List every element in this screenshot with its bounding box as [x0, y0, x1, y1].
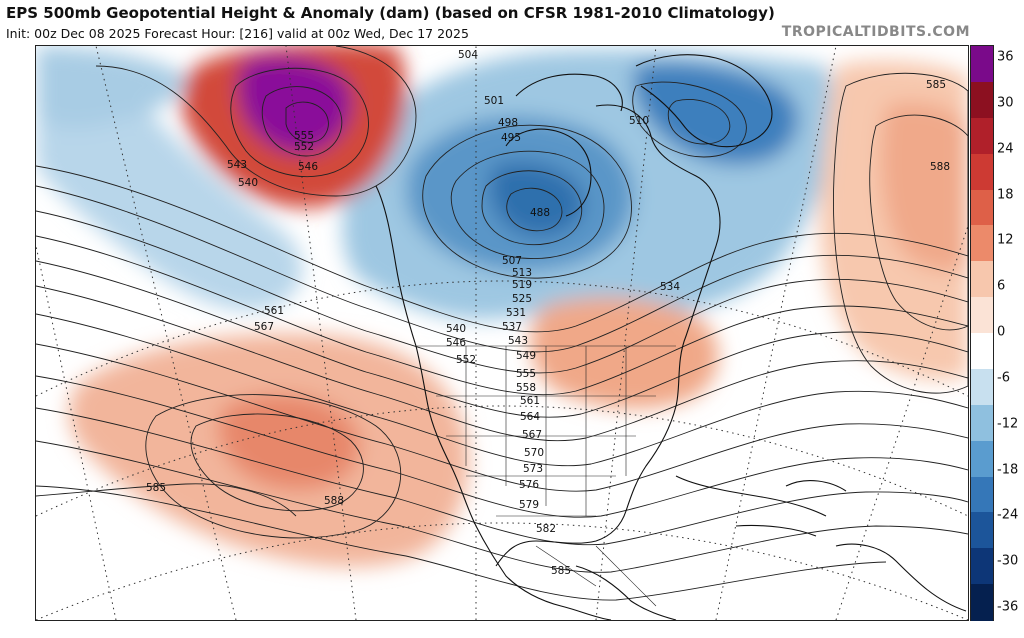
contour-label: 567	[254, 321, 274, 333]
colorbar-segment	[971, 81, 993, 119]
contour-label: 573	[523, 463, 543, 475]
contour-label: 546	[446, 337, 466, 349]
map-subtitle: Init: 00z Dec 08 2025 Forecast Hour: [21…	[6, 26, 469, 41]
colorbar-segment	[971, 440, 993, 477]
contour-labels: 504 501 498 495 510 543 540 546 552 555 …	[146, 49, 950, 577]
colorbar-segment	[971, 297, 993, 334]
contour-label: 561	[520, 395, 540, 407]
colorbar-segment	[971, 368, 993, 406]
colorbar-tick-label: -24	[997, 507, 1019, 523]
colorbar	[970, 45, 994, 621]
contour-label: 525	[512, 293, 532, 305]
contour-label: 564	[520, 411, 540, 423]
contour-label: 555	[516, 368, 536, 380]
colorbar-segment	[971, 476, 993, 513]
colorbar-tick-label: 0	[997, 324, 1006, 340]
positive-anomaly-east-pacific-core	[218, 394, 361, 490]
contour-label: 579	[519, 499, 539, 511]
contour-label: 537	[502, 321, 522, 333]
contour-label: 570	[524, 447, 544, 459]
negative-anomaly-west	[36, 46, 186, 128]
colorbar-tick-label: 30	[997, 95, 1014, 111]
contour-label: 501	[484, 95, 504, 107]
positive-anomaly-alaska-core	[238, 56, 352, 154]
contour-label: 588	[324, 495, 344, 507]
map-canvas: 504 501 498 495 510 543 540 546 552 555 …	[36, 46, 968, 620]
contour-label: 498	[498, 117, 518, 129]
contour-label: 540	[238, 177, 258, 189]
colorbar-segment	[971, 46, 993, 83]
contour-label: 585	[146, 482, 166, 494]
colorbar-tick-label: 36	[997, 49, 1014, 65]
colorbar-tick-label: 12	[997, 232, 1014, 248]
contour-label: 534	[660, 281, 680, 293]
map-title: EPS 500mb Geopotential Height & Anomaly …	[6, 4, 775, 22]
contour-label: 582	[536, 523, 556, 535]
colorbar-tick-label: 24	[997, 141, 1014, 157]
contour-label: 558	[516, 382, 536, 394]
colorbar-segment	[971, 333, 993, 370]
contour-label: 546	[298, 161, 318, 173]
site-watermark: TROPICALTIDBITS.COM	[781, 24, 970, 40]
political-borders	[416, 345, 676, 607]
colorbar-tick-label: -6	[997, 370, 1010, 386]
contour-label: 588	[930, 161, 950, 173]
contour-label: 543	[227, 159, 247, 171]
colorbar-tick-label: -30	[997, 553, 1019, 569]
contour-label: 507	[502, 255, 522, 267]
contour-label: 543	[508, 335, 528, 347]
colorbar-segment	[971, 584, 993, 621]
contour-label: 585	[926, 79, 946, 91]
contour-label: 540	[446, 323, 466, 335]
contour-label: 549	[516, 350, 536, 362]
colorbar-segment	[971, 153, 993, 190]
contour-label: 576	[519, 479, 539, 491]
colorbar-segment	[971, 261, 993, 298]
colorbar-segment	[971, 512, 993, 549]
contour-label: 513	[512, 267, 532, 279]
colorbar-segment	[971, 189, 993, 226]
contour-label: 510	[629, 115, 649, 127]
negative-anomaly-greenland	[633, 62, 799, 165]
positive-anomaly-us	[529, 297, 719, 409]
contour-label: 552	[456, 354, 476, 366]
height-contours	[36, 46, 968, 601]
contour-label: 495	[501, 132, 521, 144]
contour-label: 555	[294, 130, 314, 142]
contour-label: 585	[551, 565, 571, 577]
contour-label: 504	[458, 49, 478, 61]
colorbar-tick-label: 18	[997, 187, 1014, 202]
graticule	[36, 46, 968, 620]
contour-label: 561	[264, 305, 284, 317]
map-panel: 504 501 498 495 510 543 540 546 552 555 …	[35, 45, 969, 621]
colorbar-segment	[971, 548, 993, 585]
positive-anomaly-atlantic-core	[880, 102, 968, 271]
colorbar-tick-label: -18	[997, 462, 1019, 477]
coastlines	[375, 54, 967, 620]
contour-label: 519	[512, 279, 532, 291]
contour-label: 488	[530, 207, 550, 219]
colorbar-tick-label: -36	[997, 599, 1019, 615]
contour-label: 552	[294, 141, 314, 153]
contour-label: 567	[522, 429, 542, 441]
colorbar-segment	[971, 117, 993, 155]
colorbar-tick-label: 6	[997, 278, 1006, 294]
colorbar-segment	[971, 225, 993, 262]
colorbar-segment	[971, 404, 993, 442]
colorbar-tick-label: -12	[997, 416, 1019, 432]
contour-label: 531	[506, 307, 526, 319]
